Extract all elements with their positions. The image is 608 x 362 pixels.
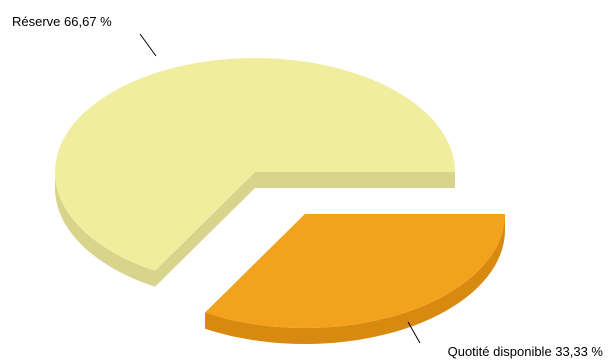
pie-slice-0 [55, 58, 455, 271]
pie-slice-leader-0 [139, 33, 157, 57]
pie-slice-side-0 [55, 172, 156, 287]
pie-slice-side-1 [205, 214, 506, 344]
pie-slice-label-1: Quotité disponible 33,33 % [448, 344, 604, 359]
pie-slice-leader-1 [407, 321, 421, 344]
pie-slice-1 [205, 214, 506, 328]
pie-slice-wall-0-1 [155, 172, 255, 287]
pie-slice-wall-0-0 [255, 172, 455, 188]
pie-slice-label-0: Réserve 66,67 % [12, 14, 112, 29]
